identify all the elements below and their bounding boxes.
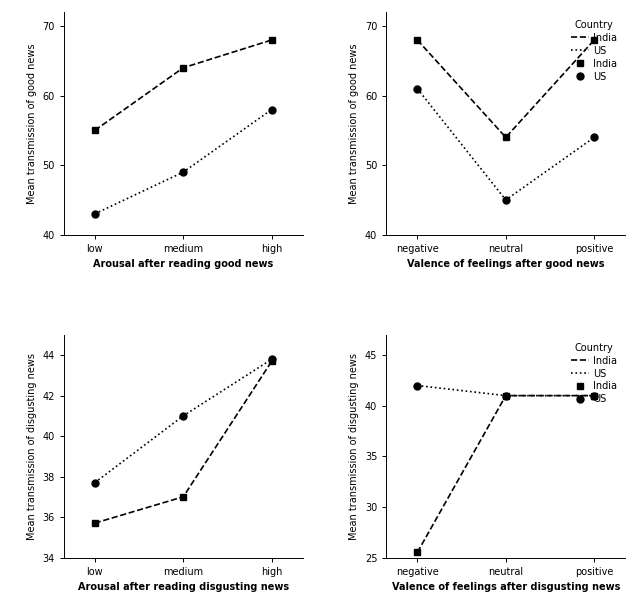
X-axis label: Arousal after reading disgusting news: Arousal after reading disgusting news — [78, 582, 289, 592]
X-axis label: Arousal after reading good news: Arousal after reading good news — [93, 259, 273, 269]
Y-axis label: Mean transmission of good news: Mean transmission of good news — [350, 43, 359, 204]
X-axis label: Valence of feelings after good news: Valence of feelings after good news — [407, 259, 605, 269]
Y-axis label: Mean transmission of disgusting news: Mean transmission of disgusting news — [349, 353, 359, 540]
Y-axis label: Mean transmission of disgusting news: Mean transmission of disgusting news — [27, 353, 37, 540]
Legend: India, US, India, US: India, US, India, US — [568, 340, 620, 407]
X-axis label: Valence of feelings after disgusting news: Valence of feelings after disgusting new… — [392, 582, 620, 592]
Legend: India, US, India, US: India, US, India, US — [568, 17, 620, 84]
Y-axis label: Mean transmission of good news: Mean transmission of good news — [27, 43, 37, 204]
